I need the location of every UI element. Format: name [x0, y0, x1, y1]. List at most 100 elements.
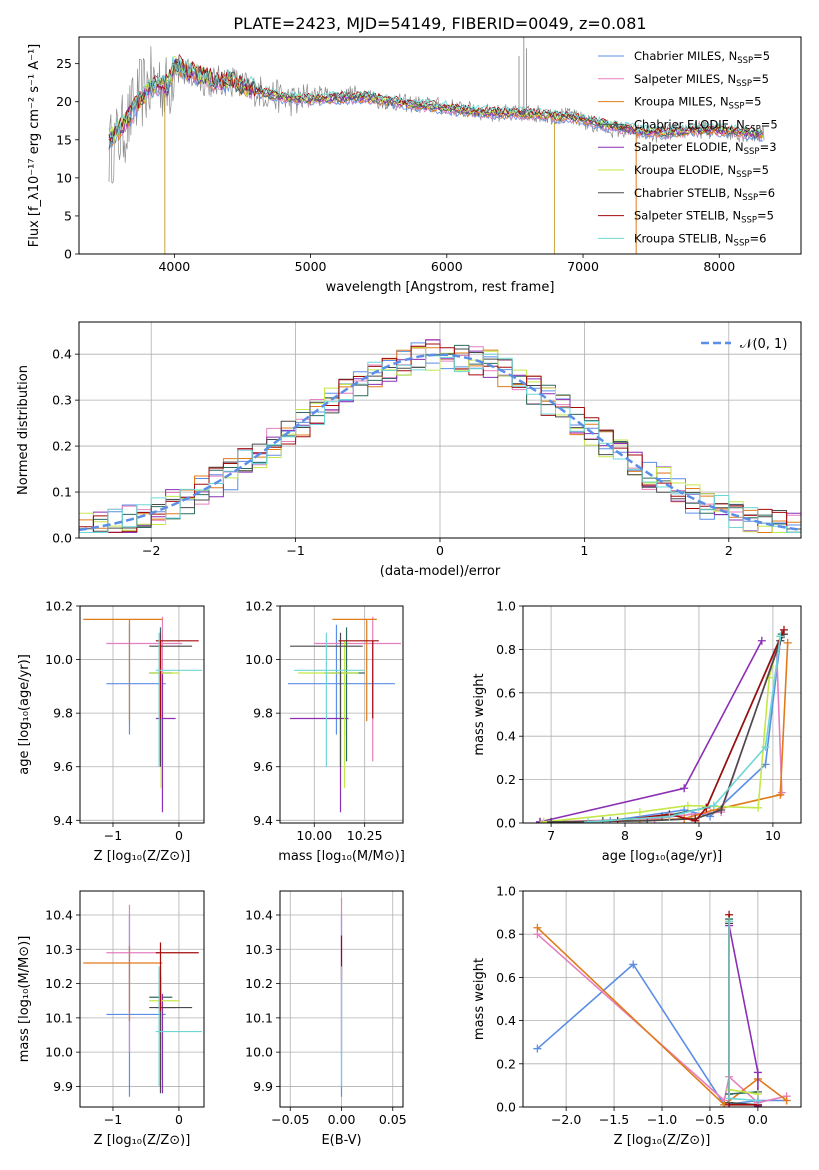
data-point-marker: [783, 638, 792, 647]
x-tick-label: 0.05: [379, 1112, 407, 1127]
x-tick-label: 0: [436, 543, 444, 558]
figure-title: PLATE=2423, MJD=54149, FIBERID=0049, z=0…: [233, 14, 646, 33]
y-tick-label: 9.4: [53, 813, 73, 828]
x-tick-label: 0: [175, 1112, 183, 1127]
panel-mass_vs_z: −1 0 9.9 10.0 10.1 10.2 10.3 10.4 Z [log₁₀(Z/Z⊙)…: [17, 890, 205, 1148]
plot-area: [79, 339, 801, 533]
x-tick-label: 6000: [431, 259, 463, 274]
legend-entry: Salpeter ELODIE, NSSP=3: [634, 140, 777, 157]
plot-area: [108, 37, 765, 254]
y-tick-label: 9.6: [253, 759, 273, 774]
data-point-marker: [683, 801, 692, 810]
data-point-marker: [533, 1044, 542, 1053]
legend-entry: Chabrier ELODIE, NSSP=5: [634, 117, 778, 134]
x-axis-label: mass [log₁₀(M/M⊙)]: [278, 849, 405, 864]
x-tick-label: −1: [286, 543, 304, 558]
y-tick-label: 10.3: [245, 942, 273, 957]
y-tick-label: 0.0: [496, 1100, 516, 1115]
y-tick-label: 0.3: [52, 393, 72, 408]
plot-area: [83, 616, 203, 813]
legend-entry: Chabrier MILES, NSSP=5: [634, 49, 770, 66]
mass-weight-line: [728, 925, 759, 1106]
y-tick-label: 1.0: [496, 599, 516, 614]
y-axis-label: mass weight: [472, 958, 487, 1040]
data-point-marker: [680, 784, 689, 793]
y-tick-label: 5: [64, 208, 72, 223]
axes-frame: [522, 605, 802, 824]
x-axis-label: Z [log₁₀(Z/Z⊙)]: [94, 849, 191, 864]
x-tick-label: 0: [175, 828, 183, 843]
panel-mass_vs_ebv: −0.05 0.00 0.05 9.9 10.0 10.1 10.2 10.3 10.4 E(B-…: [245, 890, 407, 1148]
y-tick-label: 10.0: [245, 652, 273, 667]
data-point-marker: [635, 808, 644, 817]
data-point-marker: [782, 1096, 791, 1105]
panel-age_vs_mass: 10.00 10.25 9.4 9.6 9.8 10.0 10.2 mass [log₁₀(M…: [245, 599, 405, 865]
y-tick-label: 10.2: [45, 599, 73, 614]
x-axis-label: Z [log₁₀(Z/Z⊙)]: [614, 1133, 711, 1148]
y-tick-label: 10: [56, 170, 72, 185]
y-tick-label: 0.2: [496, 1056, 516, 1071]
data-point-marker: [753, 1068, 762, 1077]
data-point-marker: [547, 817, 556, 823]
y-tick-label: 9.6: [53, 759, 73, 774]
plot-area: [536, 625, 792, 823]
y-tick-label: 10.0: [245, 1045, 273, 1060]
residual-histogram: [79, 343, 801, 533]
x-tick-label: −0.5: [695, 1112, 725, 1127]
legend-entry: 𝒩(0, 1): [740, 337, 787, 352]
y-tick-label: 9.9: [53, 1079, 73, 1094]
axes-frame: [522, 890, 802, 1108]
legend: 𝒩(0, 1): [701, 337, 787, 352]
y-tick-label: 10.2: [245, 599, 273, 614]
x-tick-label: −2: [142, 543, 160, 558]
mass-weight-line: [539, 642, 789, 823]
x-tick-label: 2: [725, 543, 733, 558]
y-tick-label: 0.4: [496, 1013, 516, 1028]
data-point-marker: [725, 1094, 734, 1103]
x-tick-label: 8: [621, 828, 629, 843]
panel-weight_vs_z: −2.0 −1.5 −1.0 −0.5 0.0 0.0 0.2 0.4 0.6 0.8 1.0 Z […: [472, 884, 802, 1148]
y-tick-label: 0.8: [496, 927, 516, 942]
axes-frame: [78, 321, 802, 539]
legend-entry: Kroupa ELODIE, NSSP=5: [634, 163, 769, 180]
data-point-marker: [533, 923, 542, 932]
legend-entry: Salpeter STELIB, NSSP=5: [634, 209, 774, 226]
x-axis-label: (data-model)/error: [380, 564, 501, 579]
x-tick-label: 9: [695, 828, 703, 843]
residual-histogram: [79, 346, 801, 533]
y-tick-label: 25: [56, 56, 72, 71]
y-tick-label: 10.1: [245, 1010, 273, 1025]
y-tick-label: 0: [64, 247, 72, 262]
y-tick-label: 10.4: [45, 908, 73, 923]
y-axis-label: Flux [f_λ10⁻¹⁷ erg cm⁻² s⁻¹ A⁻¹]: [27, 44, 42, 248]
data-point-marker: [753, 1096, 762, 1105]
y-axis-label: mass weight: [472, 673, 487, 755]
data-point-marker: [761, 743, 770, 752]
panel-residuals: −2 −1 0 1 2 0.0 0.1 0.2 0.3 0.4 (data-model)/error…: [16, 321, 802, 579]
mass-weight-line: [588, 636, 782, 823]
y-tick-label: 0.2: [496, 772, 516, 787]
plot-area: [533, 910, 791, 1107]
data-point-marker: [539, 817, 548, 823]
y-tick-label: 15: [56, 132, 72, 147]
data-point-marker: [779, 625, 788, 634]
data-point-marker: [665, 812, 674, 821]
plot-area: [288, 616, 401, 813]
model-spectrum-line: [108, 55, 764, 139]
data-point-marker: [761, 760, 770, 769]
axes-frame: [279, 605, 404, 824]
y-tick-label: 0.4: [52, 347, 72, 362]
y-tick-label: 10.4: [245, 908, 273, 923]
mass-weight-line: [728, 914, 758, 1106]
x-tick-label: 7000: [567, 259, 599, 274]
x-tick-label: 7: [547, 828, 555, 843]
x-tick-label: −1: [104, 1112, 122, 1127]
x-tick-label: −2.0: [551, 1112, 581, 1127]
x-tick-label: −0.05: [271, 1112, 309, 1127]
x-axis-label: age [log₁₀(age/yr)]: [602, 849, 723, 864]
data-point-marker: [717, 805, 726, 814]
y-tick-label: 20: [56, 94, 72, 109]
data-point-marker: [754, 803, 763, 812]
x-tick-label: −1: [104, 828, 122, 843]
y-tick-label: 9.4: [253, 813, 273, 828]
